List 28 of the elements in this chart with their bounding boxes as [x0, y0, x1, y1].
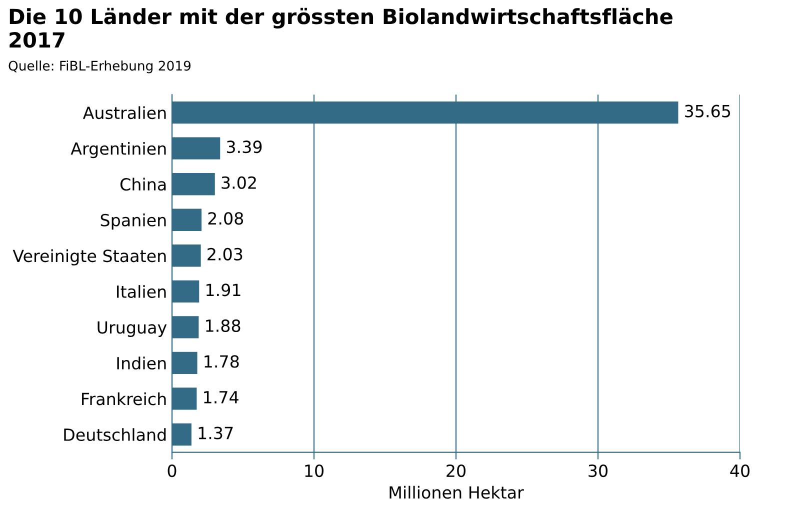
source-note: Quelle: FiBL-Erhebung 2019 [8, 60, 191, 74]
x-tick-label: 40 [730, 464, 750, 478]
data-label: 2.03 [208, 248, 242, 260]
x-axis-title: Millionen Hektar [390, 486, 524, 499]
x-tick-label: 10 [305, 464, 324, 478]
data-label: 3.39 [226, 140, 262, 154]
y-tick-label: China [120, 178, 166, 191]
data-label: 1.88 [206, 319, 240, 332]
data-label: 1.91 [206, 284, 240, 296]
data-label: 35.65 [685, 104, 730, 118]
x-tick-label: 30 [588, 464, 608, 478]
y-tick-label: Vereinigte Staaten [12, 249, 166, 266]
data-label: 1.78 [204, 355, 239, 368]
y-tick-label: Italien [117, 285, 166, 298]
x-tick-label: 0 [168, 464, 176, 478]
y-tick-label: Argentinien [70, 142, 166, 158]
y-tick-label: Australien [82, 106, 166, 120]
y-tick-label: Uruguay [98, 321, 167, 337]
y-tick-label: Frankreich [82, 392, 166, 406]
data-label: 3.02 [222, 176, 256, 189]
data-label: 1.74 [204, 391, 238, 404]
data-label: 2.08 [208, 212, 244, 225]
data-label: 1.37 [198, 426, 233, 440]
y-tick-label: Indien [117, 356, 166, 370]
y-tick-label: Spanien [100, 214, 166, 230]
chart-title: Die 10 Länder mit der grössten Biolandwirtschaftsfläche 2017 [10, 8, 672, 48]
x-tick-label: 20 [446, 464, 466, 478]
y-tick-label: Deutschland [64, 428, 166, 442]
